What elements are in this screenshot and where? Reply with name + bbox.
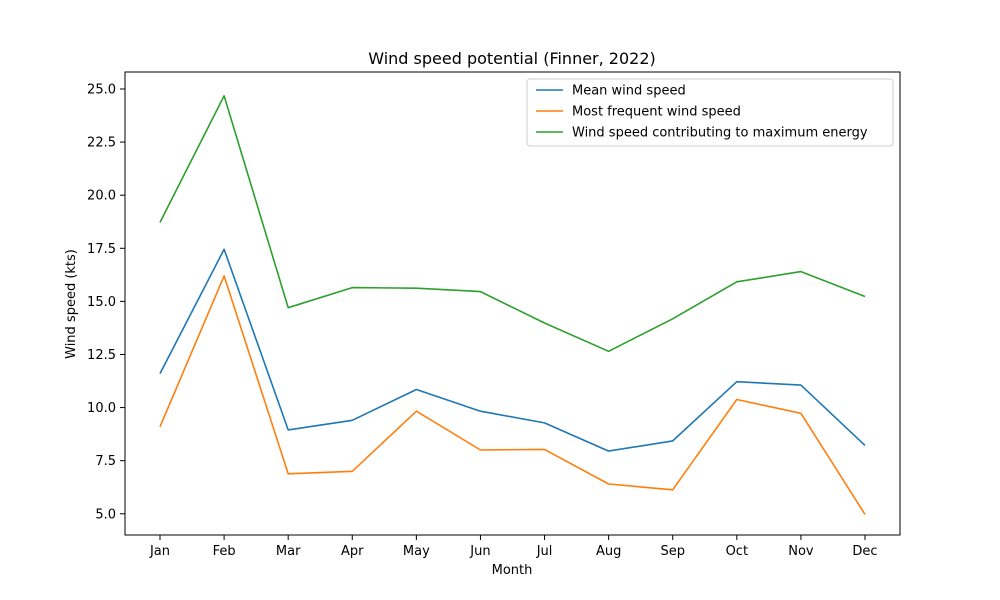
- x-tick-label: Jun: [469, 544, 490, 559]
- y-tick-label: 25.0: [87, 82, 116, 97]
- y-tick-label: 10.0: [87, 401, 116, 416]
- x-tick-label: Jul: [536, 544, 553, 559]
- plot-frame: [124, 71, 901, 536]
- legend-box: [526, 78, 894, 147]
- series-line-2: [159, 275, 866, 515]
- y-axis-label: Wind speed (kts): [64, 249, 79, 359]
- y-tick-label: 15.0: [87, 295, 116, 310]
- x-tick-label: Oct: [726, 544, 748, 559]
- legend-label-1: Mean wind speed: [572, 84, 686, 99]
- x-tick-label: Mar: [276, 544, 301, 559]
- y-tick-label: 20.0: [87, 189, 116, 204]
- legend-label-2: Most frequent wind speed: [572, 105, 741, 120]
- chart-title: Wind speed potential (Finner, 2022): [368, 49, 656, 68]
- series-line-3: [159, 95, 866, 353]
- x-tick-label: Apr: [341, 544, 364, 559]
- y-tick-label: 5.0: [95, 507, 116, 522]
- legend-label-3: Wind speed contributing to maximum energ…: [572, 126, 868, 141]
- y-tick-label: 7.5: [95, 454, 116, 469]
- x-tick-label: Dec: [852, 544, 877, 559]
- y-axis: 5.0 7.5 10.0 12.5 15.0 17.5 20.0 22.5 25.0: [87, 82, 125, 522]
- x-tick-label: May: [403, 544, 430, 559]
- x-axis: Jan Feb Mar Apr May Jun Jul Aug Sep Oct Nov Dec: [149, 535, 878, 559]
- y-tick-label: 17.5: [87, 242, 116, 257]
- x-tick-label: Aug: [596, 544, 621, 559]
- series-line-1: [159, 248, 866, 452]
- x-tick-label: Jan: [149, 544, 170, 559]
- x-tick-label: Nov: [788, 544, 814, 559]
- x-tick-label: Sep: [660, 544, 685, 559]
- x-axis-label: Month: [492, 563, 533, 578]
- series-layer: [159, 95, 866, 515]
- y-tick-label: 12.5: [87, 348, 116, 363]
- y-tick-label: 22.5: [87, 136, 116, 151]
- x-tick-label: Feb: [213, 544, 236, 559]
- legend: Mean wind speed Most frequent wind speed W…: [526, 78, 894, 147]
